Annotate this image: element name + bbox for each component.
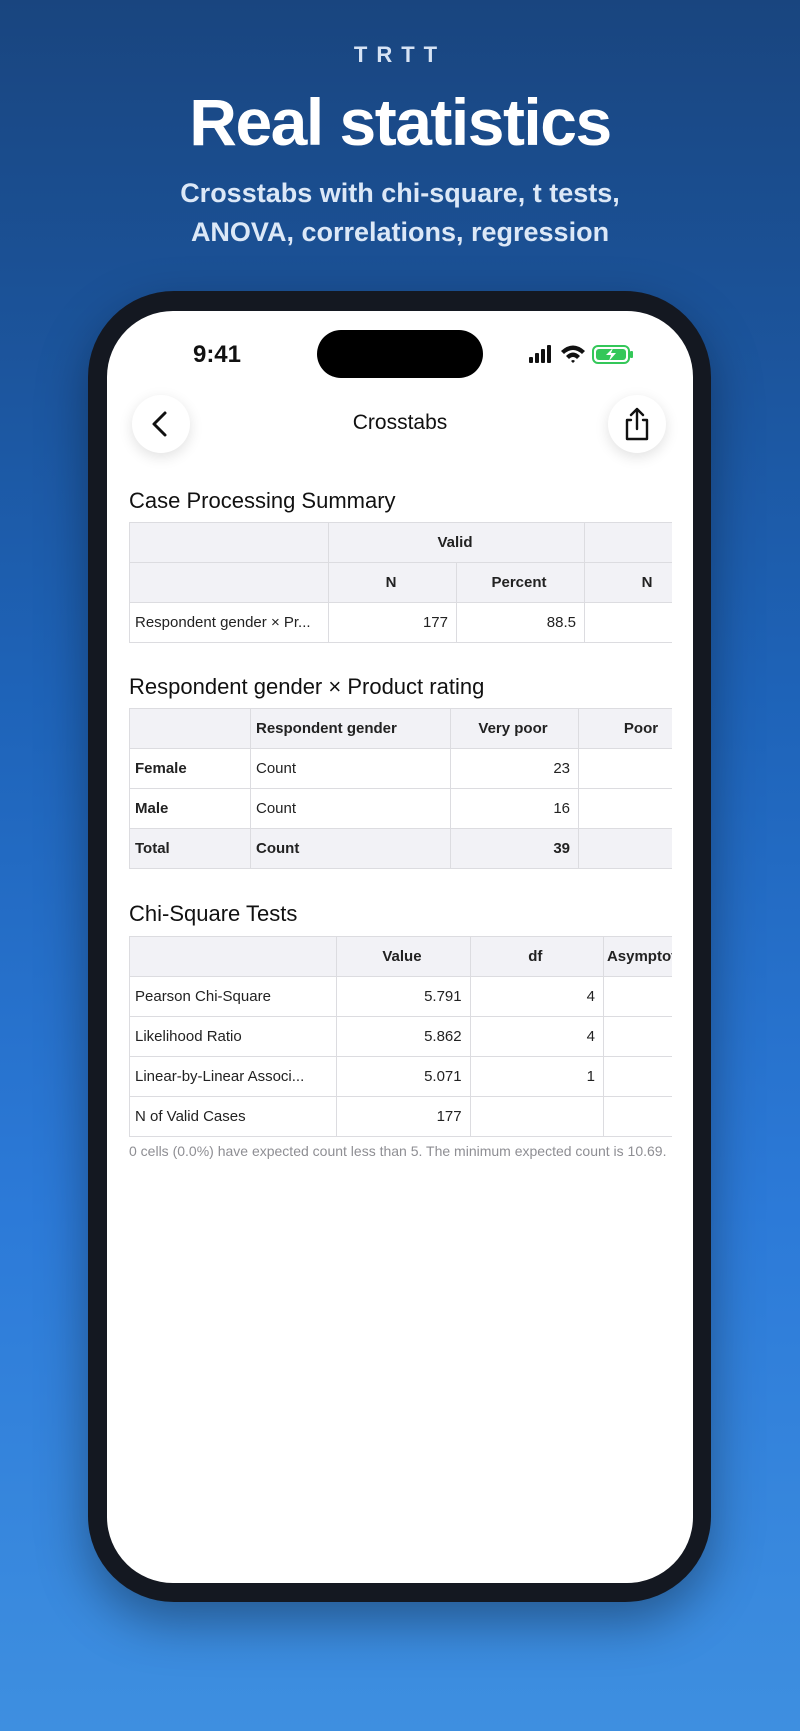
status-time: 9:41 — [192, 341, 242, 368]
header-cell — [129, 522, 329, 563]
table-cell — [584, 602, 672, 643]
table-cell: N of Valid Cases — [129, 1096, 338, 1137]
screen: 9:41 Crosstabs Case Processing Summary Va… — [107, 311, 693, 1583]
status-icons — [529, 345, 633, 364]
section-title: Chi-Square Tests — [129, 901, 298, 926]
table-cell: Pearson Chi-Square — [129, 976, 338, 1017]
table-cell — [578, 748, 672, 789]
section-title: Case Processing Summary — [129, 488, 396, 513]
table-row: N of Valid Cases 177 — [129, 1096, 672, 1137]
dynamic-island — [317, 330, 483, 378]
footnote: 0 cells (0.0%) have expected count less … — [129, 1143, 667, 1159]
header-row: ValuedfAsymptotic — [129, 936, 672, 977]
table-cell: 16 — [450, 788, 579, 829]
table-wrap: ValuedfAsymptoticPearson Chi-Square5.791… — [129, 936, 672, 1137]
table-cell: Count — [250, 788, 451, 829]
table-wrap: Respondent gender Very poor Poor Female Coun… — [129, 708, 672, 869]
header-row: N Percent N — [129, 562, 672, 603]
table-cell: 88.5 — [456, 602, 585, 643]
table-cell: Count — [250, 828, 451, 869]
table-row: Total Count 39 — [129, 828, 672, 869]
table-wrap: Valid N Percent N Respondent gender × Pr... 1… — [129, 522, 672, 643]
table-cell: 5.071 — [336, 1056, 471, 1097]
headline: Real statistics — [189, 85, 612, 159]
table-row: Respondent gender × Pr... 177 88.5 — [129, 602, 672, 643]
table-cell: 1 — [469, 1056, 604, 1097]
table-cell: Respondent gender × Pr... — [129, 602, 329, 643]
table-cell: Male — [129, 788, 251, 829]
table-cell: 0 — [602, 1056, 672, 1097]
data-table: Valid N Percent N Respondent gender × Pr... 1… — [129, 522, 672, 643]
table-cell — [602, 1096, 672, 1137]
header-cell: Percent — [456, 562, 585, 603]
back-button[interactable] — [132, 395, 190, 453]
header-cell: Poor — [578, 708, 672, 749]
table-cell: Count — [250, 748, 451, 789]
table-cell: 5.791 — [336, 976, 471, 1017]
table-cell: Female — [129, 748, 251, 789]
nav-title: Crosstabs — [352, 411, 448, 434]
data-table: ValuedfAsymptoticPearson Chi-Square5.791… — [129, 936, 672, 1137]
table-row: Female Count 23 — [129, 748, 672, 789]
table-row: Male Count 16 — [129, 788, 672, 829]
table-row: Linear-by-Linear Associ...5.07110 — [129, 1056, 672, 1097]
table-cell: 0 — [602, 1016, 672, 1057]
back-icon — [152, 411, 167, 437]
header-cell: df — [469, 936, 604, 977]
table-cell: Linear-by-Linear Associ... — [129, 1056, 338, 1097]
share-button[interactable] — [608, 395, 666, 453]
table-cell: 5.862 — [336, 1016, 471, 1057]
header-cell: Very poor — [450, 708, 579, 749]
section-title: Respondent gender × Product rating — [129, 674, 485, 699]
table-cell: 39 — [450, 828, 579, 869]
table-cell — [578, 828, 672, 869]
brand: TRTT — [353, 42, 447, 67]
subtitle: Crosstabs with chi-square, t tests, — [180, 178, 620, 208]
header-cell: N — [584, 562, 672, 603]
data-table: Respondent gender Very poor Poor Female Coun… — [129, 708, 672, 869]
table-cell: Total — [129, 828, 251, 869]
subtitle: ANOVA, correlations, regression — [190, 217, 610, 247]
header-cell — [584, 522, 672, 563]
table-cell: 23 — [450, 748, 579, 789]
header-cell — [129, 562, 329, 603]
header-row: Valid — [129, 522, 672, 563]
header-cell: Asymptotic — [602, 936, 672, 977]
header-cell: Respondent gender — [250, 708, 451, 749]
header-cell — [129, 936, 338, 977]
table-cell: 4 — [469, 976, 604, 1017]
table-cell: 177 — [328, 602, 457, 643]
header-cell — [129, 708, 251, 749]
header-row: Respondent gender Very poor Poor — [129, 708, 672, 749]
table-cell: Likelihood Ratio — [129, 1016, 338, 1057]
share-icon — [625, 407, 649, 441]
header-cell: N — [328, 562, 457, 603]
table-cell — [578, 788, 672, 829]
table-cell — [469, 1096, 604, 1137]
table-cell: 4 — [469, 1016, 604, 1057]
table-cell: 0 — [602, 976, 672, 1017]
header-cell: Valid — [328, 522, 585, 563]
table-cell: 177 — [336, 1096, 471, 1137]
header-cell: Value — [336, 936, 471, 977]
